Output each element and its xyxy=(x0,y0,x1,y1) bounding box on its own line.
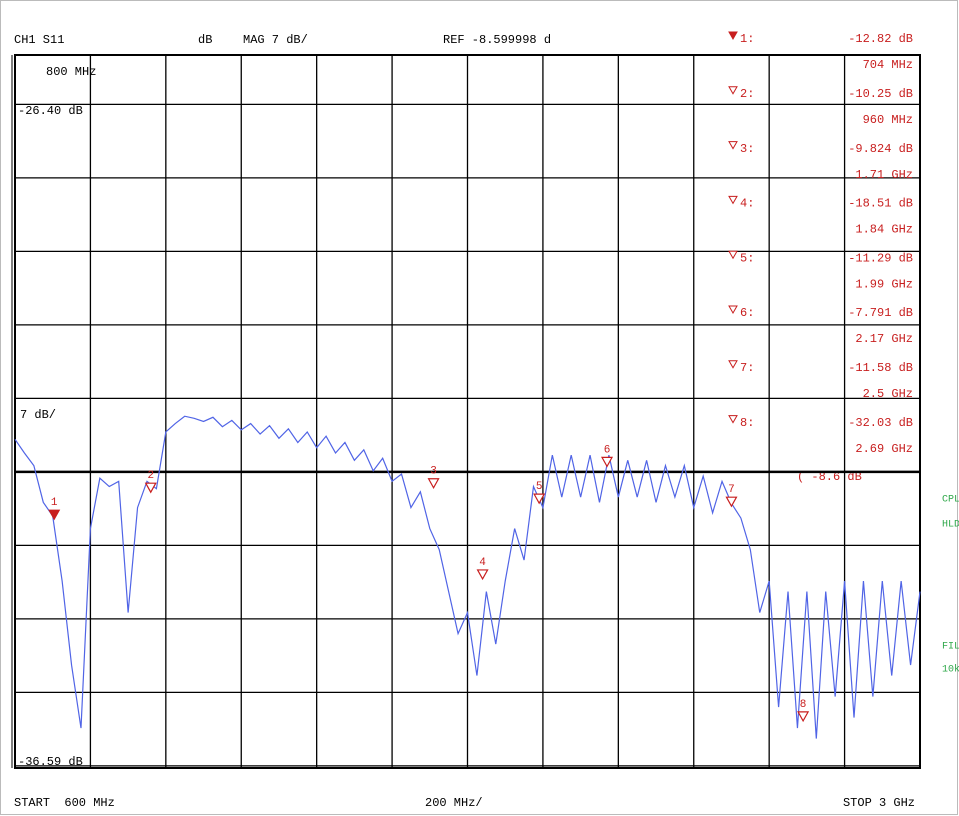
marker-freq: 960 MHz xyxy=(863,113,913,127)
marker-label: 6: xyxy=(740,306,754,320)
marker-freq: 2.69 GHz xyxy=(855,442,913,456)
footer-start: START 600 MHz xyxy=(14,796,115,810)
marker-freq: 704 MHz xyxy=(863,58,913,72)
marker-number: 2 xyxy=(147,470,154,482)
marker-value: -11.29 dB xyxy=(848,251,913,265)
marker-number: 1 xyxy=(51,497,58,509)
marker-label: 1: xyxy=(740,32,754,46)
marker-label: 4: xyxy=(740,197,754,211)
marker-number: 3 xyxy=(430,466,437,478)
annotation: 800 MHz xyxy=(46,65,96,79)
marker-value: -7.791 dB xyxy=(848,306,913,320)
channel: CH1 S11 xyxy=(14,33,64,47)
marker-freq: 2.5 GHz xyxy=(863,387,913,401)
annotation: 7 dB/ xyxy=(20,408,56,422)
marker-value: -10.25 dB xyxy=(848,87,913,101)
reference: REF -8.599998 d xyxy=(443,33,551,47)
marker-symbol xyxy=(728,360,738,369)
marker-number: 6 xyxy=(604,444,611,456)
scale: MAG 7 dB/ xyxy=(243,33,308,47)
marker xyxy=(144,482,157,494)
marker-freq: 2.17 GHz xyxy=(855,332,913,346)
marker-label: 7: xyxy=(740,361,754,375)
annotation: ( -8.6 dB xyxy=(797,470,862,484)
marker-label: 3: xyxy=(740,142,754,156)
marker-number: 8 xyxy=(800,699,807,711)
annotation: -36.59 dB xyxy=(18,755,83,769)
marker xyxy=(797,711,810,723)
marker-symbol xyxy=(728,415,738,424)
marker-symbol xyxy=(728,195,738,205)
marker-value: -9.824 dB xyxy=(848,142,913,156)
marker-label: 5: xyxy=(740,251,754,265)
format: dB xyxy=(198,33,212,47)
marker-value: -11.58 dB xyxy=(848,361,913,375)
marker-symbol xyxy=(728,86,738,95)
marker-number: 5 xyxy=(536,481,543,493)
marker-symbol xyxy=(728,31,738,41)
trace xyxy=(14,415,921,739)
status: FIL xyxy=(942,642,959,653)
status: HLD xyxy=(942,520,959,531)
marker xyxy=(601,456,614,468)
marker-value: -18.51 dB xyxy=(848,197,913,211)
marker-value: -12.82 dB xyxy=(848,32,913,46)
footer-span: 200 MHz/ xyxy=(425,796,483,810)
marker-number: 4 xyxy=(479,557,486,569)
marker-freq: 1.71 GHz xyxy=(855,168,913,182)
status: CPL xyxy=(942,495,959,506)
marker xyxy=(427,478,440,489)
footer-stop: STOP 3 GHz xyxy=(843,796,915,810)
annotation: -26.40 dB xyxy=(18,104,83,118)
marker-freq: 1.99 GHz xyxy=(855,277,913,291)
marker-number: 7 xyxy=(728,484,735,496)
marker-symbol xyxy=(728,305,738,315)
marker-label: 8: xyxy=(740,416,754,430)
marker-label: 2: xyxy=(740,87,754,101)
marker-symbol xyxy=(728,250,738,260)
marker xyxy=(725,496,738,508)
marker xyxy=(533,493,546,505)
marker-value: -32.03 dB xyxy=(848,416,913,430)
marker-symbol xyxy=(728,141,738,150)
status: 10k xyxy=(942,664,959,676)
marker xyxy=(476,569,489,581)
marker-freq: 1.84 GHz xyxy=(855,223,913,237)
marker xyxy=(48,509,61,521)
